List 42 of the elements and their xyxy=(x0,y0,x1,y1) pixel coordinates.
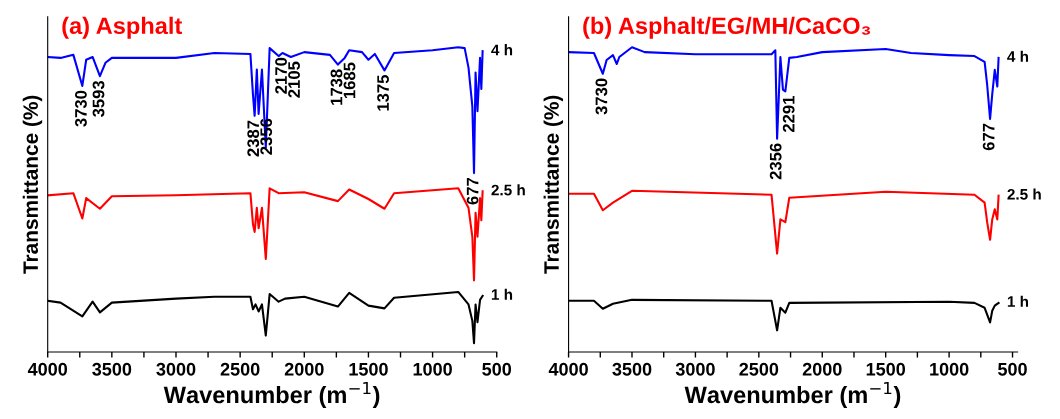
x-axis-title: Wavenumber (m$^{−1}$) xyxy=(163,381,380,408)
x-tick-label: 2500 xyxy=(739,362,779,376)
annotation: 3730 xyxy=(75,90,87,127)
annotation: 3730 xyxy=(595,78,608,115)
annotation: 1738 xyxy=(330,69,343,105)
x-tick-label: 1000 xyxy=(413,362,452,376)
x-tick-label: 4000 xyxy=(27,362,68,376)
x-tick-label: 1500 xyxy=(349,362,388,376)
chart-title: (b) Asphalt/EG/MH/CaCO₃ xyxy=(583,16,871,39)
x-tick-label: 2000 xyxy=(284,362,324,376)
x-tick-label: 500 xyxy=(482,362,512,376)
x-tick-label: 3500 xyxy=(92,362,132,376)
chart-title: (a) Asphalt xyxy=(62,16,182,39)
x-tick-label: 2000 xyxy=(802,362,842,376)
annotation: 2387 xyxy=(247,120,260,157)
annotation: 677 xyxy=(466,177,479,205)
series-label: 4 h xyxy=(1007,50,1029,62)
x-tick-label: 3000 xyxy=(675,362,715,376)
annotation: 3593 xyxy=(92,80,105,118)
y-axis-title: Transmittance (%) xyxy=(543,95,564,274)
x-axis-title: Wavenumber (m$^{−1}$) xyxy=(684,381,901,408)
annotation: 2291 xyxy=(782,96,795,133)
series-label: 4 h xyxy=(491,44,513,56)
x-tick-label: 4000 xyxy=(548,362,588,376)
x-tick-label: 1500 xyxy=(866,362,906,376)
series-label: 1 h xyxy=(1007,295,1029,307)
x-tick-label: 500 xyxy=(998,362,1027,376)
annotation: 2356 xyxy=(769,143,782,180)
series-label: 2.5 h xyxy=(491,184,525,196)
series-label: 2.5 h xyxy=(1007,188,1041,200)
x-tick-label: 3000 xyxy=(156,362,196,376)
x-tick-label: 2500 xyxy=(220,362,260,376)
annotation: 2105 xyxy=(288,61,300,98)
annotation: 2170 xyxy=(275,57,287,94)
x-tick-label: 3500 xyxy=(612,362,652,376)
annotation: 1375 xyxy=(377,75,389,111)
annotation: 1685 xyxy=(343,62,356,99)
series-label: 1 h xyxy=(491,288,513,300)
y-axis-title: Transmittance (%) xyxy=(22,95,43,274)
annotation: 677 xyxy=(982,123,995,151)
x-tick-label: 1000 xyxy=(930,362,969,376)
annotation: 2356 xyxy=(260,118,273,155)
